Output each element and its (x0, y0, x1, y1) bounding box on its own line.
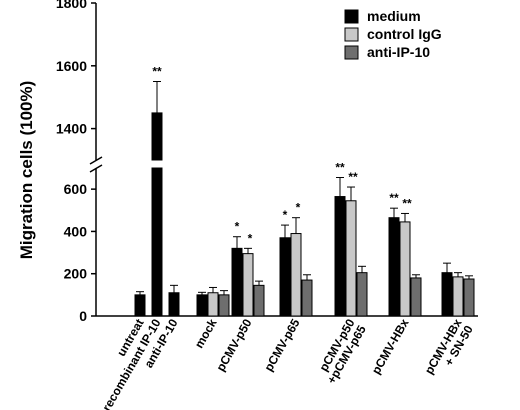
bar (196, 294, 208, 317)
bar (242, 253, 254, 317)
bar (388, 217, 400, 317)
bar (410, 277, 422, 317)
bar (290, 233, 302, 317)
significance-label: * (283, 208, 288, 222)
legend-swatch (344, 45, 359, 60)
bar (279, 237, 291, 317)
significance-label: ** (402, 196, 412, 210)
bar (301, 279, 313, 317)
bar (452, 276, 464, 317)
bar (218, 294, 230, 317)
bar (207, 292, 219, 317)
legend: medium control IgG anti-IP-10 (344, 8, 442, 60)
y-tick-label: 1600 (56, 58, 87, 74)
y-tick-label: 400 (64, 223, 88, 239)
y-tick-label: 200 (64, 266, 88, 282)
legend-swatch (344, 9, 359, 24)
x-tick-label: pCMV-p65 (261, 316, 302, 374)
x-tick-label: pCMV-HBx (369, 316, 412, 376)
x-tick-label: pCMV-p50+pCMV-p65 (313, 316, 369, 386)
x-tick-label: pCMV-HBx+ SN-50 (422, 316, 476, 383)
significance-label: ** (152, 65, 162, 79)
legend-swatch (344, 27, 359, 42)
x-tick-label: mock (192, 316, 220, 350)
axis-break-mark (89, 164, 103, 173)
bar (441, 272, 453, 317)
significance-label: * (235, 220, 240, 234)
bars: ************ ** (134, 65, 475, 317)
bar (334, 196, 346, 317)
legend-label: medium (367, 8, 421, 24)
bar (168, 292, 180, 317)
bar (463, 278, 475, 317)
significance-label: * (296, 201, 301, 215)
significance-label: ** (348, 170, 358, 184)
bar (151, 167, 163, 317)
y-ticks: 0 200 400 600 1400 1600 1800 (56, 0, 96, 324)
bar (356, 272, 368, 317)
significance-label: * (248, 231, 253, 245)
y-axis-label: Migration cells (100%) (17, 81, 36, 260)
bar (399, 221, 411, 317)
bar (134, 294, 146, 317)
bar (345, 200, 357, 317)
y-tick-label: 1400 (56, 121, 87, 137)
significance-label: ** (335, 161, 345, 175)
y-tick-label: 0 (79, 308, 87, 324)
axis-break-mark (89, 156, 103, 165)
bar (253, 284, 265, 317)
y-tick-label: 1800 (56, 0, 87, 11)
x-tick-label: pCMV-p50 (213, 316, 254, 374)
bar (151, 112, 163, 161)
legend-label: anti-IP-10 (367, 44, 430, 60)
significance-label: ** (389, 191, 399, 205)
legend-label: control IgG (367, 26, 442, 42)
y-tick-label: 600 (64, 181, 88, 197)
bar (231, 247, 243, 317)
